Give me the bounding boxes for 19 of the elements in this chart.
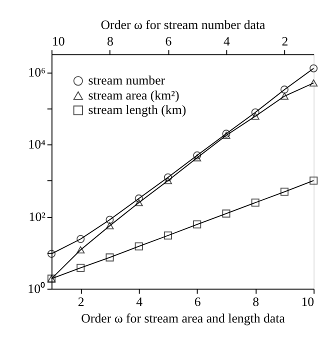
y-tick-label: 10² [28,210,46,224]
x2-axis-title: Order ω for stream number data [100,18,266,32]
x2-tick-label: 10 [52,34,65,49]
x2-tick-label: 4 [223,34,230,49]
x2-tick-label: 8 [106,34,114,49]
x-tick-label: 8 [252,294,260,309]
x-tick-label: 2 [78,294,84,309]
y-tick-label: 10⁴ [28,138,46,152]
x2-tick-label: 6 [165,34,172,49]
y-tick-label: 10⁰ [28,282,46,296]
legend-label: stream length (km) [88,103,186,118]
x-tick-label: 10 [301,294,314,309]
y-tick-label: 10⁶ [28,66,46,80]
x2-tick-label: 2 [282,34,288,49]
x-tick-label: 4 [136,294,144,309]
legend-label: stream area (km²) [88,88,180,102]
x-tick-label: 6 [194,294,202,309]
legend-label: stream number [88,74,166,88]
x-axis-title: Order ω for stream area and length data [81,311,286,326]
